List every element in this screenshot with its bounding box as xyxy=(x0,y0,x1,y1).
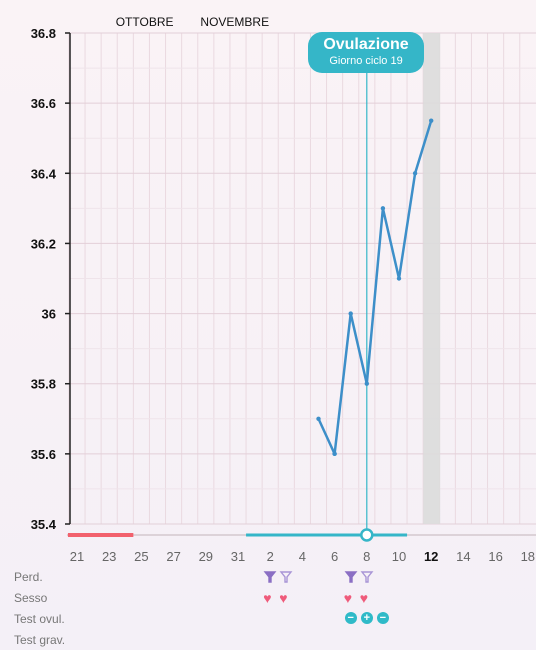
x-tick-label: 12 xyxy=(424,549,438,564)
ovulation-test-plus-icon[interactable]: + xyxy=(360,612,373,624)
chart-grid xyxy=(68,32,536,525)
row-label-sesso: Sesso xyxy=(14,591,48,605)
x-tick-label: 27 xyxy=(166,549,180,564)
cycle-bars xyxy=(66,528,536,542)
y-tick-label: 35.4 xyxy=(31,517,57,532)
x-tick-label: 18 xyxy=(521,549,535,564)
x-tick-label: 6 xyxy=(331,549,338,564)
x-tick-label: 21 xyxy=(70,549,84,564)
temperature-point[interactable] xyxy=(380,206,386,211)
today-band-group xyxy=(366,33,441,536)
x-tick-label: 31 xyxy=(231,549,245,564)
y-tick-label: 36.2 xyxy=(31,236,56,251)
y-tick-label: 36.8 xyxy=(31,26,56,41)
spotting-icon[interactable] xyxy=(263,570,277,584)
spotting-icon[interactable] xyxy=(279,570,293,584)
ovulation-subtitle: Giorno ciclo 19 xyxy=(329,55,403,67)
x-tick-label: 29 xyxy=(199,549,213,564)
heart-icon[interactable]: ♥ xyxy=(279,590,288,606)
y-tick-label: 36.6 xyxy=(31,96,56,111)
temperature-point[interactable] xyxy=(364,381,369,386)
ovulation-title: Ovulazione xyxy=(323,36,409,53)
x-tick-label: 4 xyxy=(299,549,306,564)
ovulation-test-minus-icon[interactable]: − xyxy=(376,612,389,624)
temperature-point[interactable] xyxy=(396,276,402,281)
y-tick-label: 35.6 xyxy=(31,447,56,462)
heart-icon[interactable]: ♥ xyxy=(343,590,352,606)
heart-icon[interactable]: ♥ xyxy=(263,590,272,606)
x-tick-label: 16 xyxy=(488,549,502,564)
temperature-point[interactable] xyxy=(412,171,418,176)
row-label-perd: Perd. xyxy=(14,570,43,584)
temperature-point[interactable] xyxy=(348,311,353,316)
x-tick-label: 14 xyxy=(456,549,470,564)
x-axis-labels: 21 23 25 27 29 31 2 4 6 8 10 12 14 16 18 xyxy=(70,549,535,564)
x-tick-label: 10 xyxy=(392,549,406,564)
temperature-series-0 xyxy=(317,418,336,455)
spotting-icon[interactable] xyxy=(360,570,374,584)
x-tick-label: 23 xyxy=(102,549,116,564)
x-tick-label: 2 xyxy=(267,549,274,564)
heart-icon[interactable]: ♥ xyxy=(359,590,369,606)
today-band xyxy=(423,33,441,524)
temperature-point[interactable] xyxy=(429,118,434,123)
temperature-series-1 xyxy=(333,120,433,454)
y-tick-label: 36.4 xyxy=(31,166,57,181)
y-axis-labels: 35.4 35.6 35.8 36 36.2 36.4 36.6 36.8 xyxy=(31,26,70,532)
row-label-test-ovul: Test ovul. xyxy=(14,612,65,626)
month-label: OTTOBRE xyxy=(116,15,174,29)
row-label-test-grav: Test grav. xyxy=(14,633,66,647)
ovulation-banner[interactable]: Ovulazione Giorno ciclo 19 xyxy=(308,32,424,73)
ovulation-marker[interactable] xyxy=(360,528,374,542)
month-label: NOVEMBRE xyxy=(200,15,269,29)
y-tick-label: 36 xyxy=(42,307,56,322)
spotting-icon[interactable] xyxy=(344,570,358,584)
x-tick-label: 25 xyxy=(134,549,148,564)
temperature-points xyxy=(316,118,434,457)
y-tick-label: 35.8 xyxy=(31,377,56,392)
x-tick-label: 8 xyxy=(363,549,370,564)
temperature-point[interactable] xyxy=(332,451,337,457)
month-labels: OTTOBRE NOVEMBRE xyxy=(116,15,269,29)
ovulation-test-minus-icon[interactable]: − xyxy=(344,612,357,624)
temperature-point[interactable] xyxy=(316,416,321,421)
